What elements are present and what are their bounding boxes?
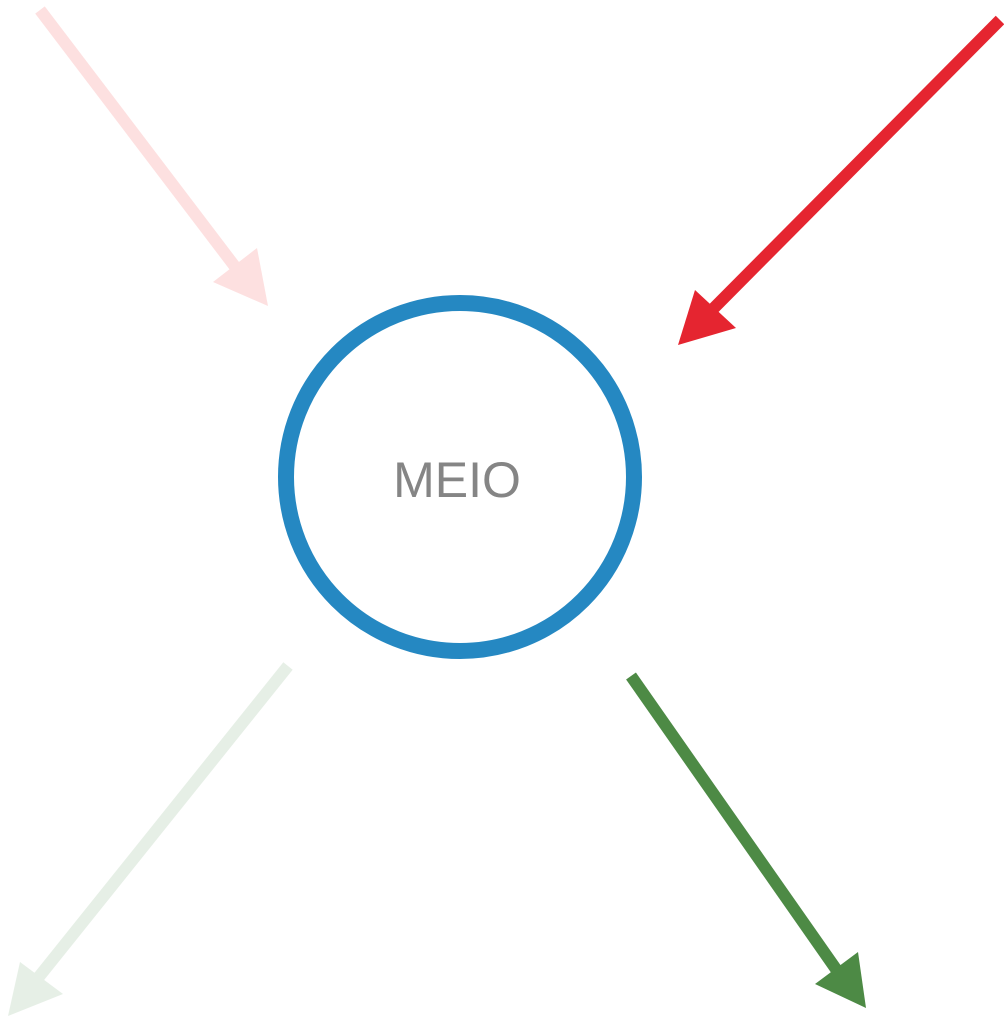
arrow-head <box>213 248 268 306</box>
arrow-shaft <box>626 672 843 976</box>
node-label: MEIO <box>393 452 521 508</box>
arrow-head <box>678 290 736 345</box>
node-circle <box>278 295 642 659</box>
arrow-head <box>8 962 63 1016</box>
arrow-head <box>815 952 866 1008</box>
arrow-shaft <box>33 662 293 982</box>
arrow-shaft <box>35 6 241 272</box>
arrow-shaft <box>705 15 1004 317</box>
